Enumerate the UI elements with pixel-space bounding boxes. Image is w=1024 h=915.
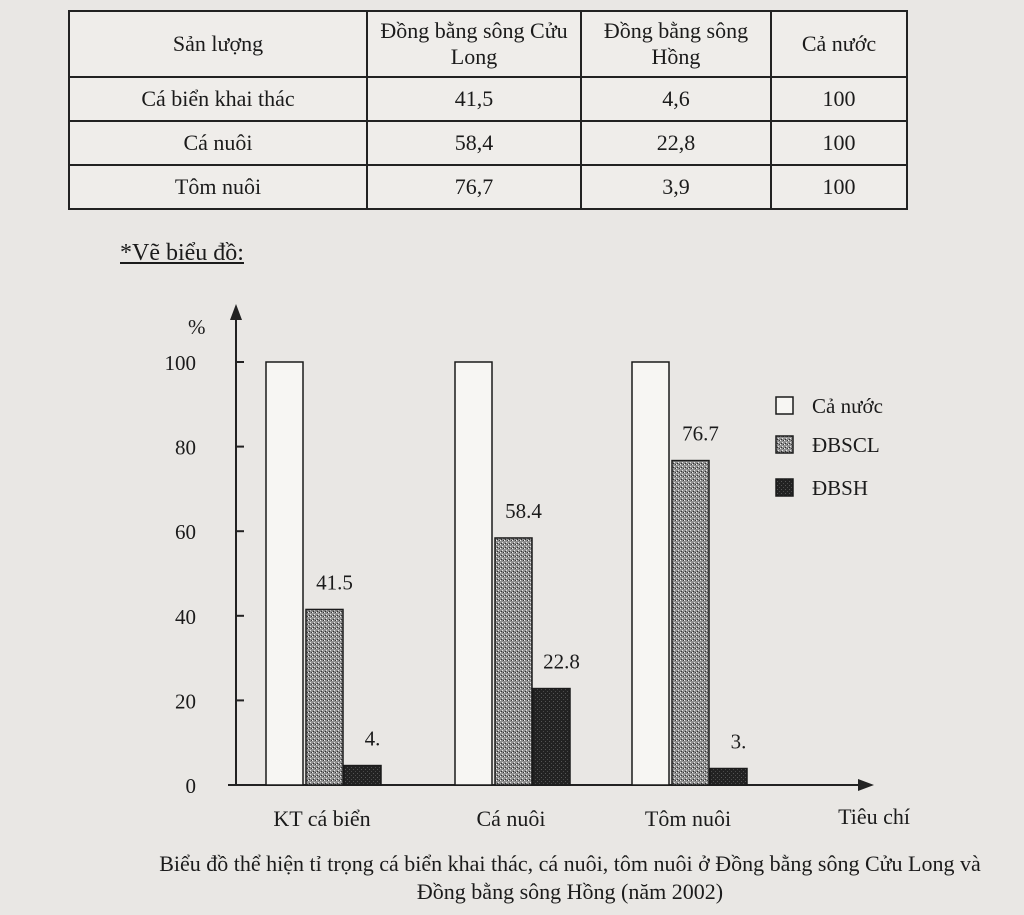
- table-cell: 100: [770, 120, 908, 166]
- x-tick-label: Cá nuôi: [476, 806, 545, 831]
- table-cell: 4,6: [580, 76, 772, 122]
- bar: [454, 361, 493, 786]
- table-row: Cá nuôi 58,4 22,8 100: [68, 120, 908, 166]
- chart-caption: Biểu đồ thể hiện tỉ trọng cá biển khai t…: [159, 851, 981, 904]
- data-table: Sản lượng Đồng bằng sông Cửu Long Đồng b…: [68, 10, 908, 210]
- x-axis-label: Tiêu chí: [838, 804, 910, 829]
- legend-label: Cả nước: [812, 394, 883, 418]
- bar-value-label: 76.7: [682, 422, 719, 446]
- legend-label: ĐBSH: [812, 476, 868, 500]
- table-cell: 100: [770, 76, 908, 122]
- table-cell: 41,5: [366, 76, 582, 122]
- bar: [265, 361, 304, 786]
- bar: [305, 608, 344, 786]
- legend-swatch: [775, 478, 794, 497]
- table-cell: 76,7: [366, 164, 582, 210]
- bar-value-label: 41.5: [316, 570, 353, 594]
- bar: [343, 764, 382, 786]
- table-header-row: Sản lượng Đồng bằng sông Cửu Long Đồng b…: [68, 10, 908, 78]
- bar-value-label: 3.: [731, 730, 747, 754]
- table-row: Tôm nuôi 76,7 3,9 100: [68, 164, 908, 210]
- table-cell: 22,8: [580, 120, 772, 166]
- bar: [631, 361, 670, 786]
- y-axis-label: %: [188, 315, 206, 339]
- table-cell: 3,9: [580, 164, 772, 210]
- bar: [671, 459, 710, 786]
- x-axis-arrow: [858, 779, 874, 791]
- y-tick-label: 100: [165, 351, 197, 375]
- x-tick-label: Tôm nuôi: [645, 806, 731, 831]
- bar-value-label: 22.8: [543, 650, 580, 674]
- table-row: Cá biển khai thác 41,5 4,6 100: [68, 76, 908, 122]
- table-cell: Cá nuôi: [68, 120, 368, 166]
- table-cell: 100: [770, 164, 908, 210]
- table-cell: Tôm nuôi: [68, 164, 368, 210]
- y-tick-label: 40: [175, 605, 196, 629]
- section-title: *Vẽ biểu đồ:: [120, 240, 244, 266]
- table-header-cell: Đồng bằng sông Hồng: [580, 10, 772, 78]
- legend-swatch: [775, 396, 794, 415]
- y-tick-label: 20: [175, 689, 196, 713]
- table-header-cell: Cả nước: [770, 10, 908, 78]
- table-header-cell: Đồng bằng sông Cửu Long: [366, 10, 582, 78]
- bar: [494, 537, 533, 786]
- x-tick-label: KT cá biển: [273, 806, 370, 831]
- bar: [532, 687, 571, 786]
- bar-value-label: 58.4: [505, 499, 542, 523]
- table-cell: Cá biển khai thác: [68, 76, 368, 122]
- bar-value-label: 4.: [365, 727, 381, 751]
- y-tick-label: 60: [175, 520, 196, 544]
- table-cell: 58,4: [366, 120, 582, 166]
- table-header-cell: Sản lượng: [68, 10, 368, 78]
- y-axis-arrow: [230, 304, 242, 320]
- legend-label: ĐBSCL: [812, 433, 880, 457]
- y-tick-label: 0: [186, 774, 197, 798]
- y-tick-label: 80: [175, 436, 196, 460]
- bar: [709, 767, 748, 786]
- legend-swatch: [775, 435, 794, 454]
